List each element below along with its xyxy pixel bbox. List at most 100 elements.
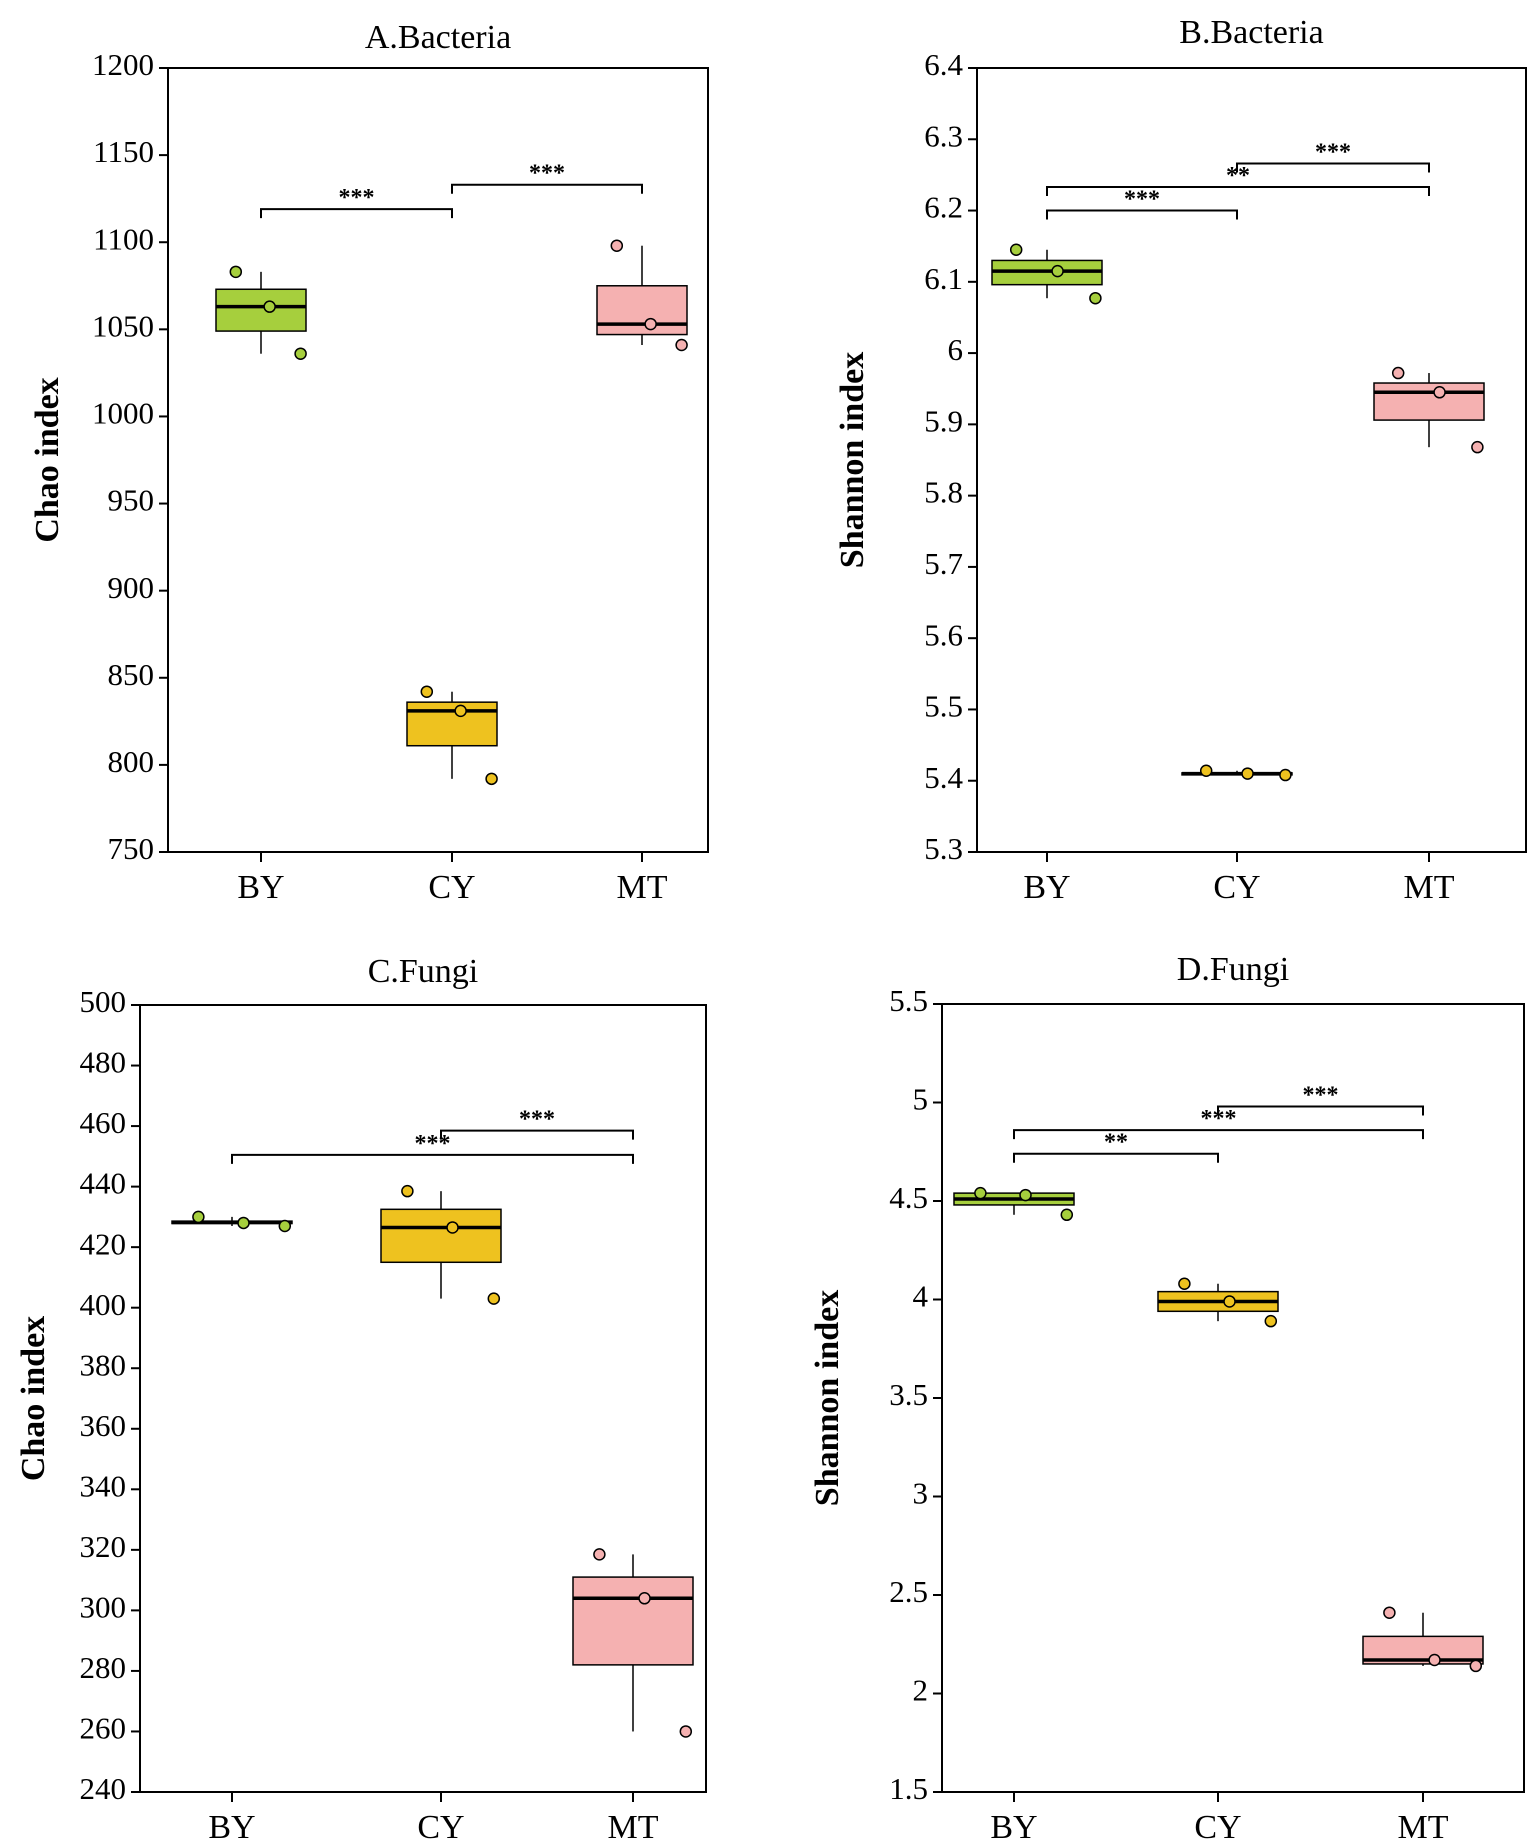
box-cy xyxy=(406,685,498,786)
box-cy xyxy=(1157,1277,1279,1328)
chart-title: A.Bacteria xyxy=(365,19,511,56)
data-point xyxy=(1223,1295,1236,1308)
data-point xyxy=(1433,386,1446,399)
data-point xyxy=(679,1725,693,1738)
data-point xyxy=(294,347,307,360)
y-tick-label: 5.4 xyxy=(924,760,963,795)
x-tick-label-cy: CY xyxy=(1194,1809,1241,1845)
bracket-line xyxy=(1013,1152,1219,1163)
y-axis-label: Chao index xyxy=(29,377,66,542)
data-point xyxy=(237,1216,250,1230)
data-point xyxy=(454,704,467,718)
data-point xyxy=(1060,1208,1074,1222)
bracket-line xyxy=(1013,1129,1424,1140)
data-point xyxy=(593,1548,606,1561)
bracket-line xyxy=(231,1153,634,1164)
data-point xyxy=(192,1210,205,1224)
data-point xyxy=(1428,1653,1441,1667)
box-by xyxy=(171,1210,293,1233)
panel-3: C.Fungi Chao index 240 260 280 300 320 340 360 38… xyxy=(15,953,707,1845)
data-point xyxy=(644,317,657,331)
data-point xyxy=(974,1186,987,1200)
x-tick-label-by: BY xyxy=(237,869,284,906)
y-tick-label: 380 xyxy=(80,1347,127,1382)
chart-title: C.Fungi xyxy=(368,953,479,990)
y-tick-label: 800 xyxy=(108,744,155,779)
y-axis-label: Shannon index xyxy=(809,1290,846,1506)
box-mt xyxy=(1373,366,1485,454)
bracket-line xyxy=(451,183,643,194)
x-tick-label-cy: CY xyxy=(428,869,475,906)
data-point xyxy=(675,338,688,352)
significance-bracket: *** xyxy=(451,161,643,194)
data-point xyxy=(1264,1314,1278,1328)
data-point xyxy=(1019,1188,1032,1202)
y-axis-label: Chao index xyxy=(15,1316,52,1481)
significance-label: ** xyxy=(1104,1130,1128,1156)
data-point xyxy=(1241,767,1254,780)
box-by xyxy=(953,1186,1075,1222)
significance-label: *** xyxy=(339,185,375,211)
significance-label: *** xyxy=(529,161,565,187)
significance-bracket: *** xyxy=(1236,140,1430,173)
x-tick-label-by: BY xyxy=(208,1809,255,1845)
y-tick-label: 6 xyxy=(948,332,964,367)
y-tick-label: 400 xyxy=(80,1287,127,1322)
y-tick-label: 5.9 xyxy=(924,403,963,438)
bracket-line xyxy=(260,208,453,219)
y-tick-label: 1100 xyxy=(93,221,154,256)
chart-title: D.Fungi xyxy=(1177,951,1289,988)
y-tick-label: 320 xyxy=(80,1529,127,1564)
significance-label: *** xyxy=(1303,1082,1339,1108)
bracket-line xyxy=(1217,1105,1424,1116)
panel-1: A.Bacteria Chao index 750 800 850 900 950 1000 1… xyxy=(29,19,709,906)
data-point xyxy=(1178,1277,1191,1290)
significance-label: *** xyxy=(1315,140,1351,166)
plot-frame xyxy=(139,1004,707,1793)
y-tick-label: 6.2 xyxy=(924,190,963,225)
bracket-line xyxy=(1046,209,1238,220)
y-tick-label: 1.5 xyxy=(889,1771,928,1806)
y-tick-label: 300 xyxy=(80,1589,127,1624)
data-point xyxy=(420,685,434,698)
significance-bracket: ** xyxy=(1046,163,1430,197)
box-body xyxy=(380,1208,502,1264)
bracket-line xyxy=(440,1129,634,1140)
data-point xyxy=(638,1592,651,1605)
significance-bracket: ** xyxy=(1013,1130,1219,1163)
y-tick-label: 2 xyxy=(913,1673,929,1708)
box-mt xyxy=(1362,1606,1484,1673)
y-tick-label: 5.6 xyxy=(924,617,963,652)
x-tick-label-by: BY xyxy=(990,1809,1037,1845)
data-point xyxy=(1051,264,1064,278)
data-point xyxy=(487,1292,501,1305)
plot-frame xyxy=(976,67,1527,853)
data-point xyxy=(1469,1659,1483,1673)
bracket-line xyxy=(1236,162,1430,173)
box-body xyxy=(596,285,688,336)
x-tick-label-mt: MT xyxy=(617,869,668,906)
y-tick-label: 420 xyxy=(80,1226,127,1261)
data-point xyxy=(485,772,498,786)
data-point xyxy=(1279,768,1292,782)
x-tick-label-mt: MT xyxy=(1398,1809,1449,1845)
data-point xyxy=(1089,291,1102,305)
box-cy xyxy=(380,1184,502,1305)
significance-label: *** xyxy=(519,1107,555,1133)
y-tick-label: 950 xyxy=(108,483,155,518)
y-tick-label: 500 xyxy=(80,984,127,1019)
box-mt xyxy=(596,239,688,352)
data-point xyxy=(263,300,276,313)
y-tick-label: 1150 xyxy=(93,134,154,169)
y-tick-label: 340 xyxy=(80,1468,127,1503)
x-tick-label-mt: MT xyxy=(1404,869,1455,906)
significance-bracket: *** xyxy=(231,1131,634,1164)
y-tick-label: 2.5 xyxy=(889,1574,928,1609)
y-tick-label: 260 xyxy=(80,1711,127,1746)
significance-bracket: *** xyxy=(1046,187,1238,220)
y-tick-label: 3.5 xyxy=(889,1377,928,1412)
significance-bracket: *** xyxy=(1013,1106,1424,1140)
y-tick-label: 5.7 xyxy=(924,546,963,581)
significance-label: *** xyxy=(1124,187,1160,213)
